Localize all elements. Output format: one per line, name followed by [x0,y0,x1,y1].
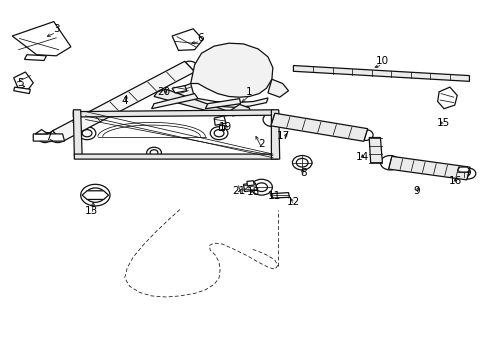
Polygon shape [293,66,468,81]
Polygon shape [190,43,272,97]
Polygon shape [173,84,194,102]
Polygon shape [151,94,198,109]
Polygon shape [271,193,289,198]
Text: 4: 4 [121,96,128,106]
Text: 7: 7 [44,132,51,142]
Text: 5: 5 [17,78,24,88]
Polygon shape [73,110,276,117]
Polygon shape [172,86,186,93]
Polygon shape [24,55,46,60]
Polygon shape [228,104,250,116]
Polygon shape [243,183,257,192]
Text: 11: 11 [267,191,281,201]
Text: 2: 2 [258,139,264,149]
Polygon shape [214,116,225,125]
Polygon shape [246,181,254,186]
Polygon shape [154,89,228,116]
Polygon shape [194,98,267,107]
Polygon shape [368,138,382,163]
Polygon shape [82,191,108,199]
Circle shape [90,192,100,199]
Polygon shape [270,113,367,141]
Polygon shape [205,99,240,109]
Text: 14: 14 [355,152,369,162]
Text: 8: 8 [299,168,306,178]
Text: 10: 10 [375,56,388,66]
Text: 1: 1 [245,87,252,97]
Polygon shape [219,125,224,130]
Text: 16: 16 [448,176,462,186]
Text: 9: 9 [412,186,419,196]
Text: 13: 13 [85,206,99,216]
Polygon shape [172,29,203,50]
Polygon shape [437,87,456,109]
Polygon shape [73,110,82,156]
Polygon shape [33,134,64,141]
Polygon shape [14,87,30,94]
Text: 18: 18 [246,186,260,197]
Polygon shape [74,154,277,159]
Polygon shape [35,130,48,134]
Polygon shape [14,72,33,89]
Text: 3: 3 [53,24,60,34]
Polygon shape [267,79,288,97]
Polygon shape [271,110,279,159]
Text: 17: 17 [276,131,290,141]
Text: 6: 6 [197,33,203,43]
Text: 19: 19 [219,122,232,132]
Text: 20: 20 [157,87,170,97]
Text: 12: 12 [286,197,300,207]
Text: 21: 21 [231,186,245,196]
Text: 15: 15 [435,118,449,128]
Polygon shape [53,61,194,141]
Polygon shape [12,22,71,56]
Polygon shape [388,156,469,180]
Polygon shape [457,167,468,172]
